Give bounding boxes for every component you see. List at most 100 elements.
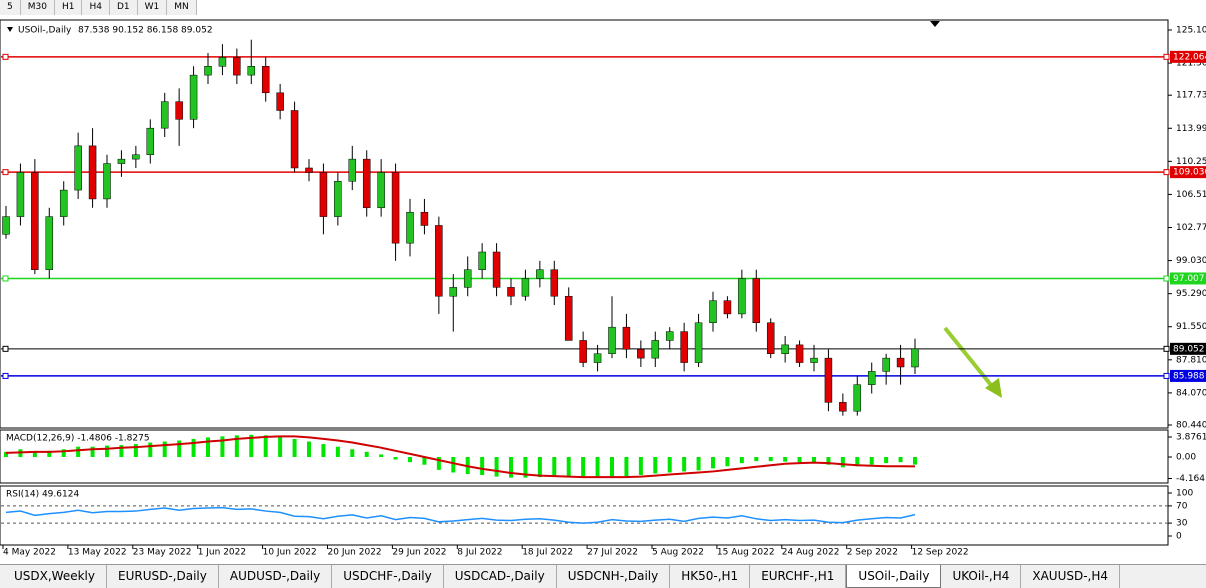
macd-bar <box>408 456 412 463</box>
candle-body <box>16 172 25 217</box>
candle-body <box>435 225 443 297</box>
candle-body <box>348 158 357 182</box>
candle-body <box>420 211 429 226</box>
macd-bar <box>595 456 600 478</box>
candle-body <box>839 402 847 412</box>
chart-tab[interactable]: USDCHF-,Daily <box>332 565 444 588</box>
macd-bar <box>711 456 715 469</box>
candle-body <box>305 167 313 173</box>
timeframe-button[interactable]: W1 <box>138 0 168 15</box>
candle-body <box>810 357 818 363</box>
candle-body <box>867 371 876 385</box>
candle-body <box>550 269 559 297</box>
y-tick-label: 102.770 <box>1176 223 1206 233</box>
chart-tab[interactable]: EURUSD-,Daily <box>107 565 219 588</box>
macd-label: MACD(12,26,9) -1.4806 -1.8275 <box>6 434 150 444</box>
macd-bar <box>148 442 153 457</box>
candle-body <box>665 331 674 341</box>
candle-body <box>651 340 660 359</box>
timeframe-button[interactable]: H1 <box>55 0 83 15</box>
chart-tab[interactable]: HK50-,H1 <box>670 565 751 588</box>
macd-bar <box>350 449 355 457</box>
level-label: 89.052 <box>1173 344 1205 354</box>
macd-bar <box>47 450 52 457</box>
candle-body <box>723 300 732 315</box>
macd-bar <box>191 438 196 457</box>
y-tick-label: 99.030 <box>1176 256 1206 266</box>
date-label: 4 May 2022 <box>3 548 56 558</box>
y-tick-label: 84.070 <box>1176 388 1206 398</box>
ohlc-text: 87.538 90.152 86.158 89.052 <box>78 26 213 36</box>
y-tick-label: 80.440 <box>1176 421 1206 431</box>
chart-tab[interactable]: UKOil-,H4 <box>941 565 1022 588</box>
level-handle <box>2 169 9 176</box>
macd-bar <box>653 456 658 474</box>
candle-body <box>175 101 183 120</box>
macd-tick-label: 0.00 <box>1176 452 1196 462</box>
macd-bar <box>898 456 903 463</box>
candle-body <box>738 278 746 315</box>
main-pane <box>0 19 1169 429</box>
candle-body <box>911 348 919 368</box>
timeframe-button[interactable]: H4 <box>82 0 110 15</box>
y-tick-label: 95.290 <box>1176 289 1206 299</box>
level-label: 122.064 <box>1173 52 1206 62</box>
symbol-title: USOil-,Daily <box>18 26 72 36</box>
level-handle <box>1163 169 1170 176</box>
chart-tab[interactable]: USDCAD-,Daily <box>444 565 557 588</box>
macd-bar <box>220 436 225 457</box>
date-label: 18 Jul 2022 <box>522 548 573 558</box>
chart-tab[interactable]: AUDUSD-,Daily <box>219 565 333 588</box>
level-handle <box>1163 275 1170 282</box>
timeframe-button[interactable]: MN <box>167 0 197 15</box>
date-label: 5 Aug 2022 <box>652 548 704 558</box>
chart-tab[interactable]: XAUUSD-,H4 <box>1021 565 1121 588</box>
menu-marker <box>7 27 13 32</box>
date-label: 12 Sep 2022 <box>912 548 969 558</box>
macd-bar <box>537 456 542 478</box>
macd-bar <box>364 451 369 457</box>
candle-body <box>2 216 10 235</box>
candle-body <box>853 384 862 412</box>
candle-body <box>319 172 328 217</box>
candle-body <box>637 349 645 359</box>
timeframe-button[interactable]: 5 <box>0 0 21 15</box>
chart-tab[interactable]: USDCNH-,Daily <box>557 565 671 588</box>
rsi-tick-label: 0 <box>1176 532 1182 542</box>
candle-body <box>406 211 414 244</box>
y-tick-label: 91.550 <box>1176 322 1206 332</box>
candle-body <box>31 172 39 270</box>
timeframe-button[interactable]: D1 <box>110 0 138 15</box>
candle-body <box>160 101 169 129</box>
chart-tab[interactable]: USDX,Weekly <box>3 565 107 588</box>
level-label-box <box>1170 166 1206 179</box>
macd-bar <box>754 456 759 462</box>
macd-bar <box>884 456 889 464</box>
timeframe-button[interactable]: M30 <box>21 0 55 15</box>
y-tick-label: 87.810 <box>1176 355 1206 365</box>
chart-tab[interactable]: USOil-,Daily <box>846 565 942 588</box>
level-label-box <box>1170 50 1206 63</box>
rsi-label: RSI(14) 49.6124 <box>6 490 79 500</box>
level-handle <box>2 275 9 282</box>
candle-body <box>132 154 140 160</box>
candle-body <box>276 92 284 111</box>
candle-body <box>680 331 688 363</box>
candle-body <box>896 357 905 368</box>
arrow <box>943 326 997 392</box>
candle-body <box>74 145 82 191</box>
macd-bar <box>335 446 340 457</box>
macd-bar <box>869 456 874 465</box>
level-label: 109.030 <box>1173 168 1206 178</box>
macd-bar <box>61 449 66 457</box>
candle-body <box>189 74 198 120</box>
candle-body <box>709 300 717 324</box>
candle-body <box>536 269 544 279</box>
level-handle <box>1163 345 1170 352</box>
candle-body <box>579 340 587 363</box>
chart-tab[interactable]: EURCHF-,H1 <box>750 565 847 588</box>
macd-signal <box>5 435 916 479</box>
candle-body <box>377 172 385 209</box>
rsi-tick-label: 100 <box>1176 489 1193 499</box>
candle-body <box>882 357 890 372</box>
